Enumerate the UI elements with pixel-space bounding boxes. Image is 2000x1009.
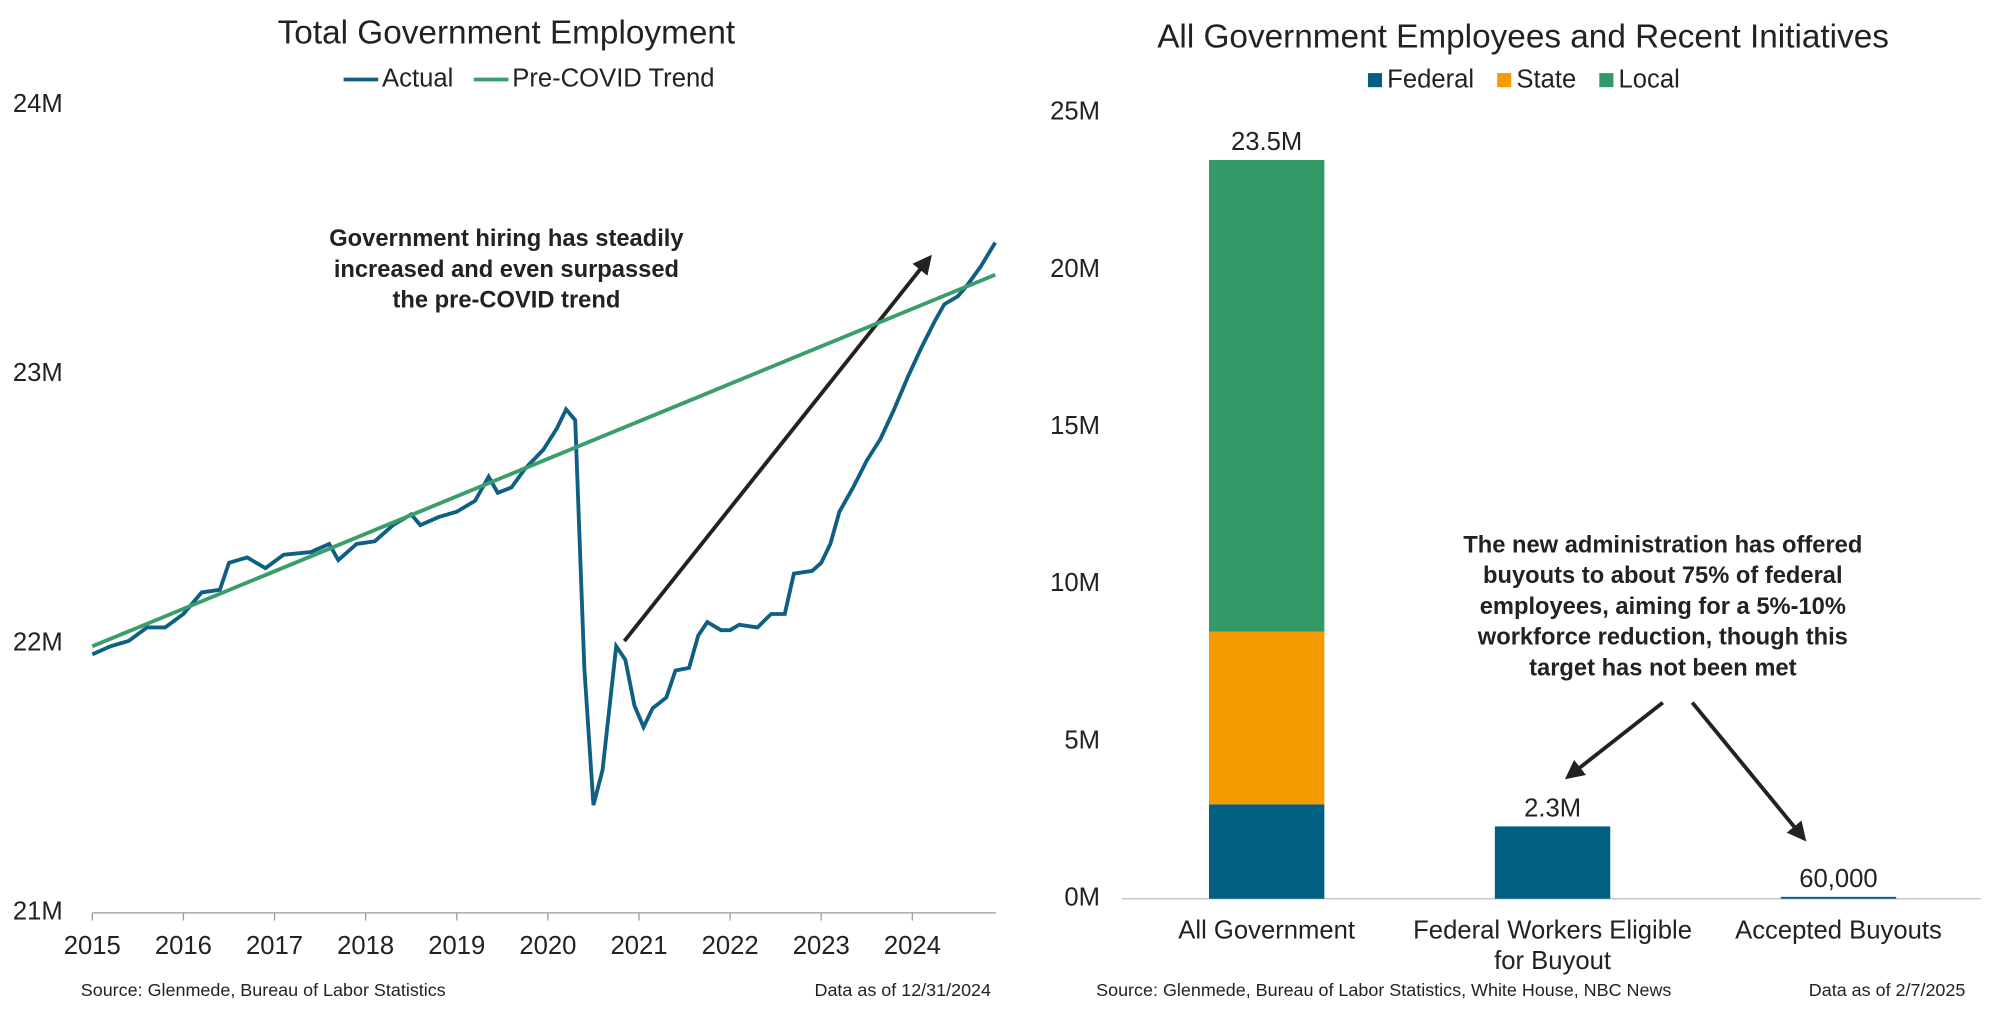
- y-tick-label: 0M: [1064, 883, 1100, 911]
- x-tick-label: 2018: [337, 932, 394, 960]
- annotation: employees, aiming for a 5%-10%: [1480, 594, 1846, 620]
- category-label: Federal Workers Eligible for Buyout: [1413, 916, 1692, 976]
- annotation: the pre-COVID trend: [392, 288, 620, 314]
- data-label: 23.5M: [1231, 128, 1302, 156]
- x-tick-label: 2024: [884, 932, 941, 960]
- chart-title: Total Government Employment: [278, 14, 736, 51]
- legend-label: Federal: [1387, 66, 1474, 94]
- x-tick-label: Federal Workers Eligible for Buyout: [1413, 916, 1692, 976]
- x-tick-label: 2022: [702, 932, 759, 960]
- series-line: [91, 241, 997, 806]
- bar-segment: [1208, 804, 1325, 899]
- arrow: [622, 254, 932, 643]
- series-line: [91, 272, 996, 649]
- data-label: 2.3M: [1524, 795, 1581, 823]
- x-tick-label: 2020: [519, 932, 576, 960]
- x-tick-label: 2023: [793, 932, 850, 960]
- legend-swatch: [1497, 73, 1512, 88]
- annotation: The new administration has offered: [1463, 532, 1862, 558]
- source: Source: Glenmede, Bureau of Labor Statis…: [1096, 980, 1671, 1000]
- x-tick-label: Accepted Buyouts: [1735, 916, 1942, 945]
- x-tick-label: 2016: [155, 932, 212, 960]
- y-tick-label: 24M: [13, 90, 63, 118]
- legend-label: Pre-COVID Trend: [512, 64, 714, 92]
- x-tick-label: 2015: [64, 932, 121, 960]
- arrow: [1564, 701, 1665, 780]
- annotation: increased and even surpassed: [334, 257, 679, 283]
- bar-segment: [1494, 826, 1611, 899]
- x-tick-label: 2017: [246, 932, 303, 960]
- legend-swatch: [1367, 73, 1383, 88]
- legend-swatch: [1599, 73, 1614, 88]
- y-tick-label: 10M: [1050, 569, 1100, 597]
- y-tick-label: 5M: [1064, 726, 1100, 754]
- data-label: 60,000: [1799, 865, 1877, 893]
- category-label: Accepted Buyouts: [1735, 916, 1942, 945]
- annotation: target has not been met: [1529, 656, 1796, 682]
- x-tick-label: 2021: [610, 932, 667, 960]
- category-label: All Government: [1178, 916, 1356, 945]
- note: Data as of 12/31/2024: [814, 980, 991, 1000]
- x-tick-label: All Government: [1178, 916, 1356, 945]
- y-tick-label: 22M: [13, 628, 63, 656]
- annotation: Government hiring has steadily: [329, 226, 684, 252]
- x-tick-label: 2019: [428, 932, 485, 960]
- y-tick-label: 20M: [1050, 255, 1100, 283]
- source: Source: Glenmede, Bureau of Labor Statis…: [81, 980, 446, 1000]
- y-tick-label: 25M: [1050, 98, 1100, 126]
- bar-segment: [1208, 631, 1325, 805]
- legend-label: State: [1516, 66, 1576, 94]
- note: Data as of 2/7/2025: [1809, 980, 1966, 1000]
- arrow: [1690, 701, 1807, 842]
- y-tick-label: 21M: [13, 898, 63, 926]
- legend-label: Local: [1619, 66, 1680, 94]
- bar-segment: [1208, 159, 1325, 632]
- chart-title: All Government Employees and Recent Init…: [1157, 18, 1889, 55]
- annotation: buyouts to about 75% of federal: [1483, 563, 1843, 589]
- bar-segment: [1780, 896, 1897, 899]
- legend-label: Actual: [382, 64, 453, 92]
- annotation: workforce reduction, though this: [1477, 625, 1848, 651]
- y-tick-label: 15M: [1050, 412, 1100, 440]
- y-tick-label: 23M: [13, 359, 63, 387]
